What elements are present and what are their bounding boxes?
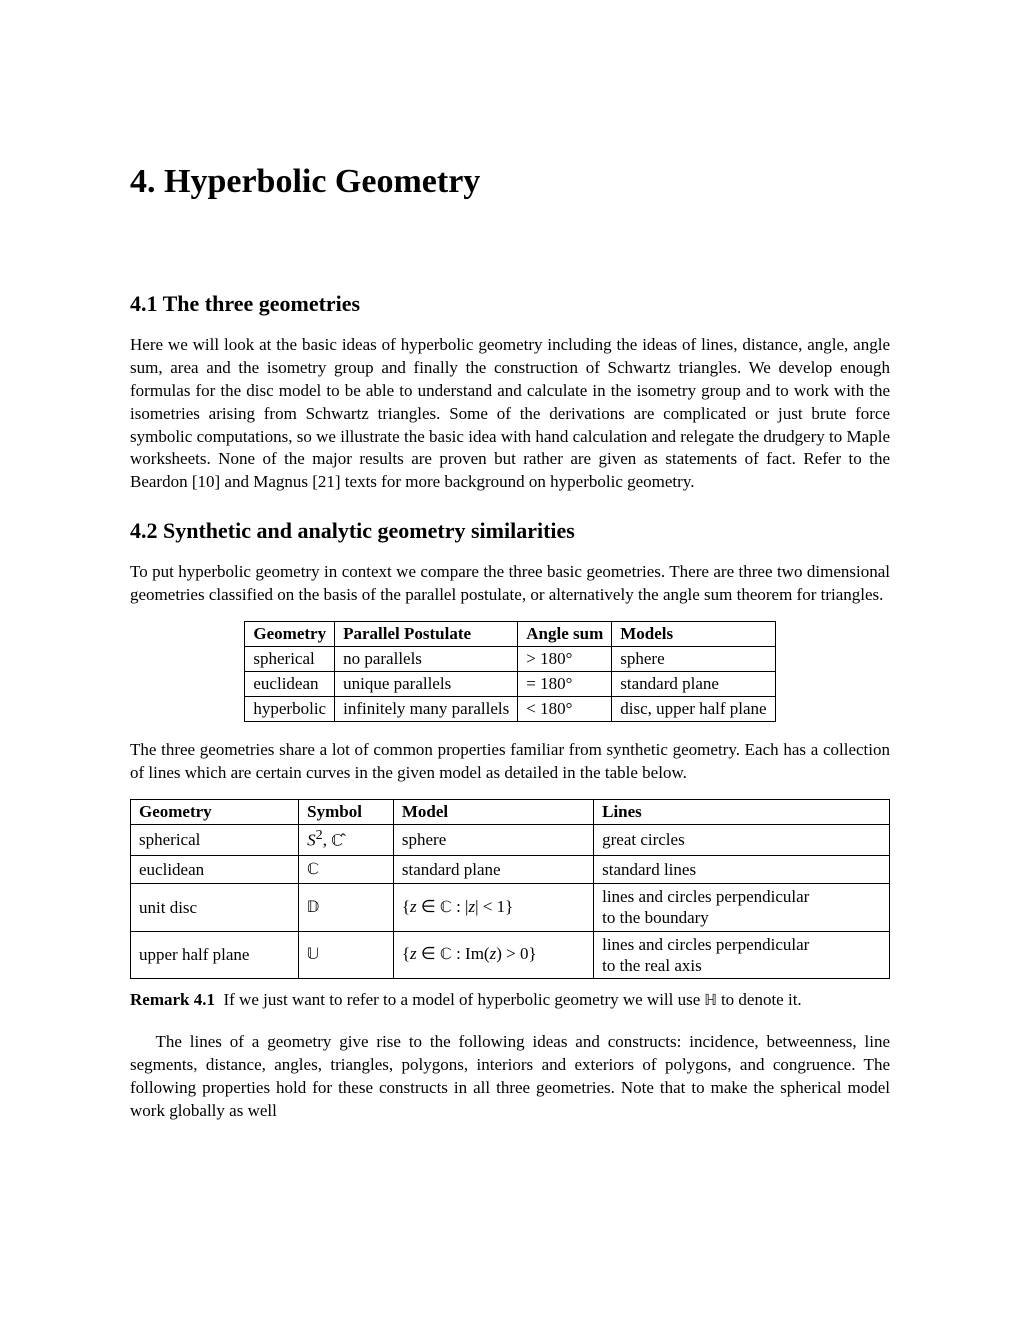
- table-header: Symbol: [299, 800, 394, 825]
- table-header: Lines: [594, 800, 890, 825]
- table-cell: lines and circles perpendicularto the bo…: [594, 884, 890, 932]
- table-cell: 𝔻: [299, 884, 394, 932]
- section-4-1-para-1: Here we will look at the basic ideas of …: [130, 334, 890, 495]
- section-4-1-title: 4.1 The three geometries: [130, 291, 890, 317]
- para-between-tables: The three geometries share a lot of comm…: [130, 739, 890, 785]
- table-cell: no parallels: [335, 647, 518, 672]
- table-cell: hyperbolic: [245, 697, 335, 722]
- section-4-2-title: 4.2 Synthetic and analytic geometry simi…: [130, 518, 890, 544]
- table-header-row: Geometry Symbol Model Lines: [131, 800, 890, 825]
- table-cell: euclidean: [131, 855, 299, 883]
- table-cell: standard lines: [594, 855, 890, 883]
- table-header: Geometry: [131, 800, 299, 825]
- table-cell: < 180°: [518, 697, 612, 722]
- table-cell: standard plane: [612, 672, 775, 697]
- table-row: euclidean ℂ standard plane standard line…: [131, 855, 890, 883]
- table-header: Parallel Postulate: [335, 622, 518, 647]
- table-cell: great circles: [594, 825, 890, 856]
- table-cell: {z ∈ ℂ : |z| < 1}: [393, 884, 593, 932]
- table-row: euclidean unique parallels = 180° standa…: [245, 672, 775, 697]
- table-cell: sphere: [393, 825, 593, 856]
- table-cell: infinitely many parallels: [335, 697, 518, 722]
- para-last: The lines of a geometry give rise to the…: [130, 1031, 890, 1123]
- table-cell: lines and circles perpendicularto the re…: [594, 931, 890, 979]
- table-header: Angle sum: [518, 622, 612, 647]
- table-header: Geometry: [245, 622, 335, 647]
- table-cell: = 180°: [518, 672, 612, 697]
- table-cell: > 180°: [518, 647, 612, 672]
- geometry-classification-table: Geometry Parallel Postulate Angle sum Mo…: [244, 621, 775, 722]
- table-cell: {z ∈ ℂ : Im(z) > 0}: [393, 931, 593, 979]
- table-cell: S2, ℂ̂: [299, 825, 394, 856]
- table-cell: unit disc: [131, 884, 299, 932]
- remark-label: Remark 4.1: [130, 990, 215, 1009]
- table-cell: upper half plane: [131, 931, 299, 979]
- table-row: spherical no parallels > 180° sphere: [245, 647, 775, 672]
- table-cell: unique parallels: [335, 672, 518, 697]
- table-header: Models: [612, 622, 775, 647]
- table-cell: standard plane: [393, 855, 593, 883]
- section-4-2-para-1: To put hyperbolic geometry in context we…: [130, 561, 890, 607]
- table-cell: spherical: [245, 647, 335, 672]
- table-cell: disc, upper half plane: [612, 697, 775, 722]
- table-header-row: Geometry Parallel Postulate Angle sum Mo…: [245, 622, 775, 647]
- table-cell: 𝕌: [299, 931, 394, 979]
- table-row: upper half plane 𝕌 {z ∈ ℂ : Im(z) > 0} l…: [131, 931, 890, 979]
- geometry-models-table: Geometry Symbol Model Lines spherical S2…: [130, 799, 890, 979]
- table-row: unit disc 𝔻 {z ∈ ℂ : |z| < 1} lines and …: [131, 884, 890, 932]
- page-container: 4. Hyperbolic Geometry 4.1 The three geo…: [0, 0, 1020, 1197]
- table-row: spherical S2, ℂ̂ sphere great circles: [131, 825, 890, 856]
- table-cell: euclidean: [245, 672, 335, 697]
- table-cell: ℂ: [299, 855, 394, 883]
- table-cell: sphere: [612, 647, 775, 672]
- remark-4-1: Remark 4.1 If we just want to refer to a…: [130, 989, 890, 1014]
- table-cell: spherical: [131, 825, 299, 856]
- chapter-title: 4. Hyperbolic Geometry: [130, 163, 890, 201]
- table-row: hyperbolic infinitely many parallels < 1…: [245, 697, 775, 722]
- table-header: Model: [393, 800, 593, 825]
